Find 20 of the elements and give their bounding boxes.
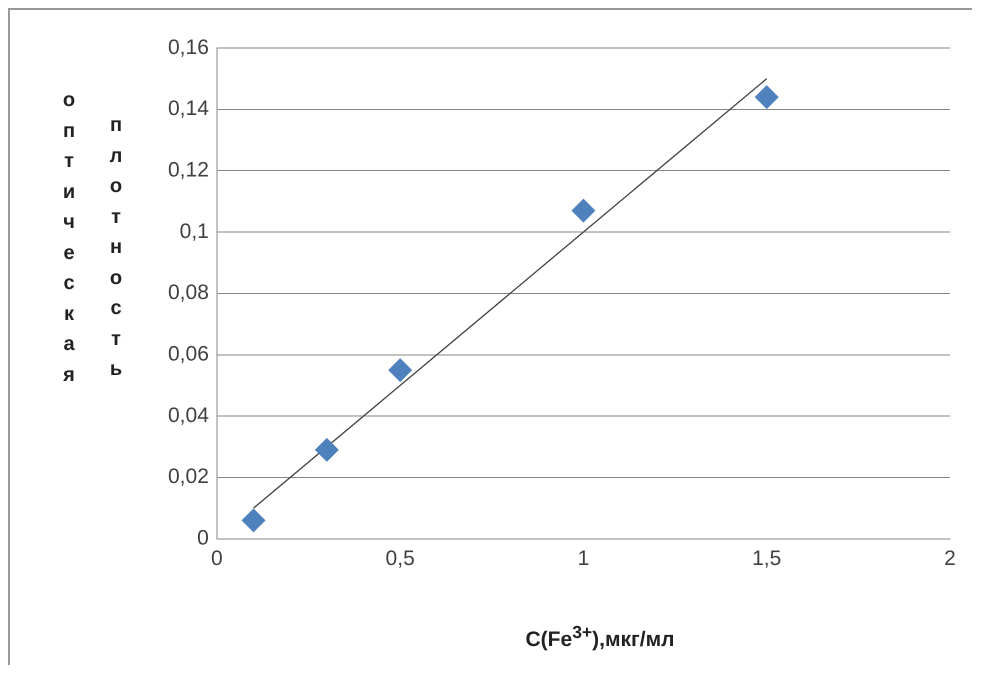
y-tick-label: 0,12 bbox=[168, 158, 209, 182]
point bbox=[314, 438, 339, 462]
point bbox=[388, 358, 412, 382]
point bbox=[242, 508, 266, 532]
y-tick-label: 0,08 bbox=[168, 281, 209, 304]
text: оптическая плотность bbox=[62, 89, 122, 386]
y-tick-label: 0,1 bbox=[180, 220, 209, 243]
point bbox=[571, 198, 596, 223]
x-tick-label: 0,5 bbox=[386, 547, 415, 570]
point bbox=[754, 85, 779, 110]
x-tick-label: 2 bbox=[944, 547, 956, 570]
y-tick-label: 0,14 bbox=[168, 97, 210, 120]
x-tick-label: 1,5 bbox=[752, 547, 782, 570]
y-tick-label: 0,06 bbox=[168, 342, 209, 366]
x-tick-label: 1 bbox=[578, 547, 590, 570]
x-axis-title: C(Fe$^{3+}$),мкг/мл bbox=[524, 622, 676, 652]
y-tick-label: 0 bbox=[197, 526, 209, 550]
y-tick-label: 0,16 bbox=[168, 36, 209, 59]
y-tick-label: 0,02 bbox=[168, 465, 209, 488]
y-tick-label: 0,04 bbox=[168, 404, 210, 427]
